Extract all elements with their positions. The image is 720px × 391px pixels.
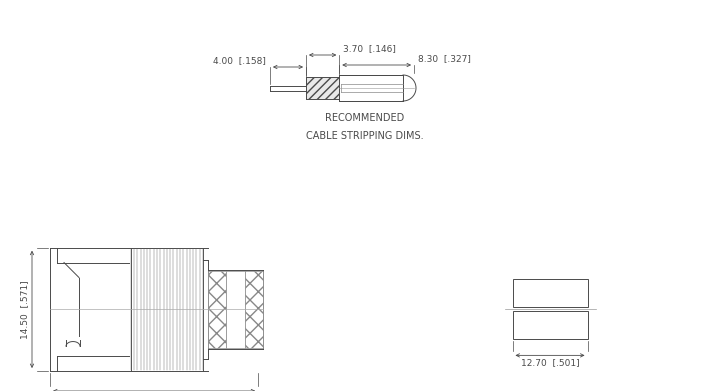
Bar: [306, 77, 339, 99]
Text: 12.70  [.501]: 12.70 [.501]: [521, 359, 580, 368]
Bar: [513, 280, 588, 307]
Text: CABLE STRIPPING DIMS.: CABLE STRIPPING DIMS.: [306, 131, 424, 141]
Bar: [208, 271, 226, 348]
Bar: [226, 271, 245, 348]
Bar: [339, 75, 403, 101]
Bar: [513, 311, 588, 339]
Text: 3.70  [.146]: 3.70 [.146]: [343, 44, 396, 53]
Text: 8.30  [.327]: 8.30 [.327]: [418, 54, 471, 63]
Bar: [245, 271, 264, 348]
Text: 14.50  [.571]: 14.50 [.571]: [20, 280, 29, 339]
Text: 4.00  [.158]: 4.00 [.158]: [213, 56, 266, 65]
Text: RECOMMENDED: RECOMMENDED: [325, 113, 405, 123]
